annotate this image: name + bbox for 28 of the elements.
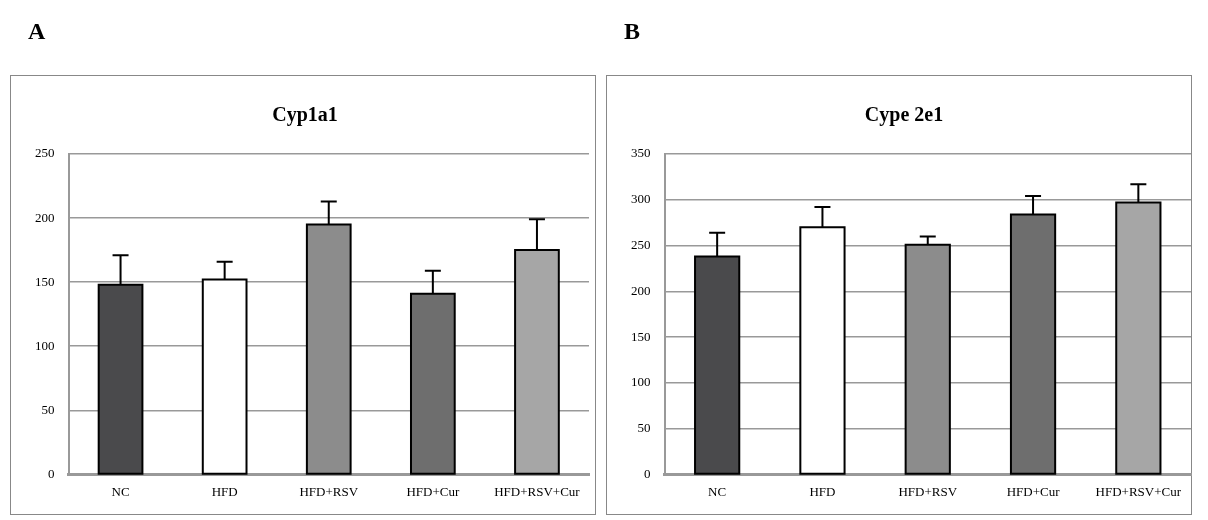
y-tick-label: 200 bbox=[35, 209, 55, 225]
y-tick-label: 250 bbox=[35, 145, 55, 161]
x-tick-label: HFD+Cur bbox=[1006, 483, 1061, 499]
y-tick-label: 0 bbox=[644, 465, 651, 481]
y-tick-label: 200 bbox=[631, 282, 651, 298]
y-tick-label: 300 bbox=[631, 191, 651, 207]
x-tick-label: HFD+RSV+Cur bbox=[1095, 483, 1182, 499]
x-tick-label: HFD bbox=[211, 483, 238, 499]
x-tick-label: NC bbox=[708, 483, 727, 499]
x-tick-label: HFD+RSV+Cur bbox=[494, 483, 581, 499]
y-tick-label: 100 bbox=[35, 337, 55, 353]
y-tick-label: 250 bbox=[631, 236, 651, 252]
chart-title: Cype 2e1 bbox=[864, 103, 944, 127]
x-tick-label: HFD+Cur bbox=[406, 483, 460, 499]
y-tick-label: 0 bbox=[48, 465, 55, 481]
text: A bbox=[28, 18, 46, 45]
y-tick-label: 50 bbox=[41, 401, 55, 417]
chart-title: Cyp1a1 bbox=[272, 103, 338, 127]
y-tick-label: 100 bbox=[631, 374, 651, 390]
x-tick-label: HFD+RSV bbox=[299, 483, 359, 499]
x-tick-label: NC bbox=[111, 483, 130, 499]
y-tick-label: 150 bbox=[35, 273, 55, 289]
x-tick-label: HFD bbox=[809, 483, 836, 499]
y-tick-label: 350 bbox=[631, 145, 651, 161]
y-tick-label: 150 bbox=[631, 328, 651, 344]
text: B bbox=[624, 18, 641, 45]
x-tick-label: HFD+RSV bbox=[898, 483, 958, 499]
y-tick-label: 50 bbox=[637, 420, 651, 436]
